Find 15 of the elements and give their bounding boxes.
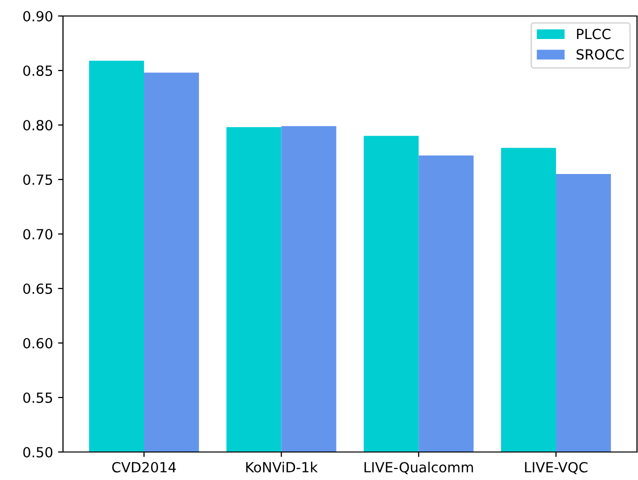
legend-label: PLCC	[577, 28, 610, 40]
y-tick-label: 0.75	[23, 174, 52, 185]
x-tick-label: CVD2014	[112, 462, 176, 472]
y-tick-label: 0.65	[23, 283, 52, 294]
y-tick-label: 0.60	[23, 338, 52, 348]
y-tick-label: 0.50	[23, 446, 52, 458]
x-tick-label: LIVE-Qualcomm	[364, 462, 473, 474]
legend-label: SROCC	[576, 49, 624, 60]
x-tick-label: KoNViD-1k	[246, 462, 318, 472]
y-tick-label: 0.85	[23, 65, 52, 76]
y-tick-label: 0.80	[23, 120, 52, 130]
y-tick-label: 0.55	[23, 392, 52, 403]
y-tick-label: 0.70	[23, 228, 52, 240]
y-tick-label: 0.90	[23, 10, 52, 22]
x-tick-label: LIVE-VQC	[525, 462, 588, 474]
